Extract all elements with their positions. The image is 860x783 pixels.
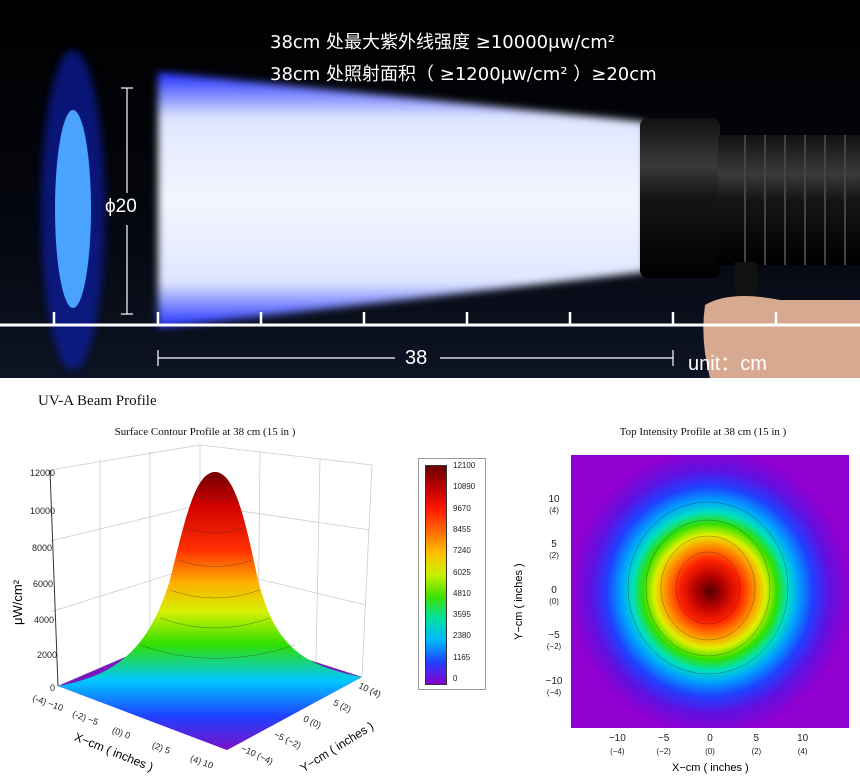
colorbar-tick: 10890 (453, 482, 476, 492)
colorbar-tick: 2380 (453, 631, 471, 641)
heatmap-y-tick: 5 (551, 539, 557, 550)
diameter-dimension (121, 87, 133, 315)
heatmap-x-tick: (0) (705, 747, 715, 756)
heatmap-y-tick: −5 (548, 630, 560, 641)
heatmap-y-tick: 10 (548, 493, 560, 505)
colorbar-labels: 12100 10890 9670 8455 7240 6025 4810 3595 2380 11… (453, 461, 485, 685)
colorbar-tick: 7240 (453, 546, 471, 556)
colorbar-frame (418, 458, 486, 690)
surface-chart-title: Surface Contour Profile at 38 cm (15 in … (114, 426, 296, 438)
contour-lines (139, 494, 296, 659)
z-tick: 4000 (34, 615, 55, 625)
heatmap-y-tick: (2) (549, 551, 559, 560)
heatmap-x-tick: −5 (657, 733, 670, 744)
heatmap-x-tick: 0 (707, 733, 713, 744)
product-banner-photo: 38cm 处最大紫外线强度 ≥10000μw/cm² 38cm 处照射面积（ ≥… (0, 0, 860, 378)
heatmap-chart-title: Top Intensity Profile at 38 cm (15 in ) (619, 426, 787, 438)
heatmap-x-tick: −10 (608, 733, 626, 744)
heatmap-x-label: X−cm ( inches ) (672, 762, 749, 774)
z-tick: 10000 (30, 506, 56, 516)
heatmap-x-tick: 10 (797, 733, 809, 744)
heatmap-y-tick: (4) (549, 505, 559, 515)
z-tick: 0 (50, 683, 56, 693)
colorbar-tick: 3595 (453, 610, 471, 620)
surface-peak (58, 472, 362, 750)
z-axis (49, 469, 59, 687)
unit-label: unit：cm (688, 353, 767, 375)
colorbar-tick: 4810 (453, 588, 471, 598)
colorbar-tick: 12100 (453, 461, 476, 470)
distance-dimension (157, 350, 674, 366)
colorbar-tick: 9670 (453, 503, 471, 513)
z-tick: 12000 (30, 468, 56, 478)
ruler-ticks (52, 312, 778, 325)
heatmap (571, 455, 849, 728)
hand (703, 296, 860, 378)
heatmap-x-tick: (4) (797, 747, 808, 756)
flashlight-head (640, 118, 720, 278)
heatmap-x-tick: (−4) (610, 747, 625, 756)
section-title: UV-A Beam Profile (38, 393, 157, 409)
colorbar-tick: 6025 (453, 567, 471, 577)
z-tick: 2000 (37, 650, 58, 660)
heatmap-x-tick: (−2) (656, 747, 671, 756)
colorbar-tick: 1165 (453, 652, 471, 662)
beam-spot (55, 110, 91, 308)
heatmap-contours (627, 501, 789, 675)
beam-illustration (0, 50, 860, 378)
z-tick: 6000 (33, 579, 54, 589)
surface-chart (49, 444, 373, 750)
heatmap-y-tick: −10 (545, 675, 563, 687)
heatmap-y-tick: (0) (549, 596, 559, 606)
heatmap-y-tick: 0 (551, 584, 557, 596)
spec-irradiation-area: 38cm 处照射面积（ ≥1200μw/cm² ）≥20cm (270, 64, 657, 85)
heatmap-y-tick: (−2) (546, 642, 562, 651)
uv-beam (158, 72, 645, 328)
heatmap-y-label: Y−cm ( inches ) (513, 563, 525, 640)
z-axis-label: μW/cm² (10, 579, 25, 625)
heatmap-x-tick: (2) (751, 747, 762, 756)
colorbar-tick: 0 (453, 674, 458, 683)
diameter-label: ϕ20 (105, 196, 137, 217)
heatmap-y-tick: (−4) (546, 687, 562, 697)
distance-label: 38 (405, 347, 428, 369)
z-tick: 8000 (32, 543, 53, 553)
heatmap-x-tick: 5 (753, 733, 760, 744)
colorbar (425, 465, 447, 685)
spec-max-intensity: 38cm 处最大紫外线强度 ≥10000μw/cm² (270, 32, 616, 53)
colorbar-tick: 8455 (453, 524, 471, 534)
flashlight-handle (735, 262, 757, 302)
flashlight-body (718, 135, 860, 265)
